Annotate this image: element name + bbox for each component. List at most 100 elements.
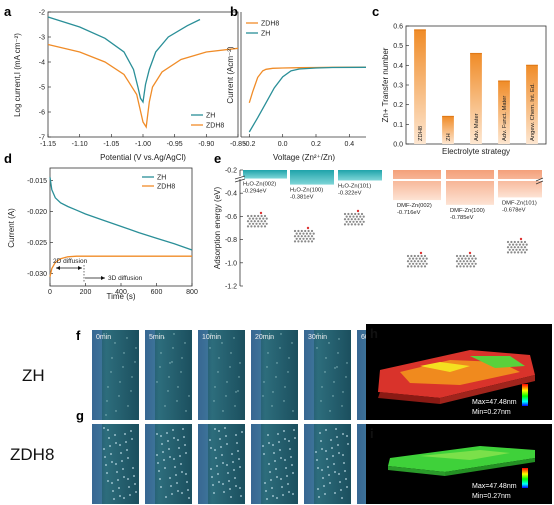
deposit-speck <box>346 435 348 437</box>
deposit-speck <box>274 460 276 462</box>
deposit-speck <box>333 463 335 465</box>
panel-h: h Max=47.48nm Min=0.27nm <box>366 324 552 420</box>
y-tick-label-d: -0.030 <box>27 271 47 278</box>
lattice-atom <box>467 257 470 260</box>
lattice-atom <box>255 217 258 220</box>
deposit-speck <box>216 465 218 467</box>
electrode-edge <box>145 330 155 420</box>
deposit-speck <box>318 496 320 498</box>
lattice-atom <box>304 235 307 238</box>
lattice-atom <box>506 240 510 244</box>
lattice-atom <box>255 222 258 225</box>
deposit-speck <box>233 337 235 339</box>
x-tick-label-a: -1.00 <box>135 141 151 148</box>
deposit-speck <box>343 462 345 464</box>
deposit-speck <box>317 467 319 469</box>
deposit-speck <box>229 366 231 368</box>
deposit-speck <box>210 333 212 335</box>
deposit-speck <box>167 390 169 392</box>
deposit-speck <box>171 361 173 363</box>
deposit-speck <box>287 371 289 373</box>
lattice-atom <box>462 254 465 258</box>
crystal-lattice-1 <box>246 211 268 228</box>
lattice-atom <box>471 262 474 265</box>
lattice-atom <box>253 225 256 228</box>
deposit-speck <box>106 472 108 474</box>
lattice-atom <box>472 254 476 258</box>
deposit-speck <box>285 467 287 469</box>
deposit-speck <box>119 495 121 497</box>
bar-e <box>290 170 334 185</box>
lattice-atom <box>513 251 516 254</box>
deposit-speck <box>232 461 234 463</box>
adsorbate-atom <box>519 237 523 241</box>
y-tick-label-e: -1.2 <box>225 284 237 291</box>
afm-max-i: Max=47.48nm <box>472 483 517 490</box>
deposit-speck <box>115 410 117 412</box>
crystal-lattice-3 <box>343 209 365 226</box>
y-tick-label-a: -2 <box>39 10 45 17</box>
deposit-speck <box>124 433 126 435</box>
x-tick-label-b: -0.2 <box>243 141 255 148</box>
lattice-atom <box>357 212 360 216</box>
lattice-atom <box>511 243 515 246</box>
deposit-speck <box>106 400 108 402</box>
deposit-speck <box>178 447 180 449</box>
crystal-lattice-6 <box>506 237 528 254</box>
lattice-atom <box>466 260 469 263</box>
lattice-atom <box>423 260 427 263</box>
lattice-atom <box>425 262 428 265</box>
deposit-speck <box>263 381 265 383</box>
lattice-atom <box>461 262 464 265</box>
lattice-atom <box>349 215 352 218</box>
deposit-speck <box>342 391 344 393</box>
y-tick-label-d: -0.015 <box>27 178 47 185</box>
lattice-atom <box>300 240 303 243</box>
y-tick-label-c: 0.0 <box>393 142 403 149</box>
afm-surface-zh <box>378 350 535 404</box>
electrode-edge <box>92 424 102 504</box>
deposit-speck <box>316 459 318 461</box>
deposit-speck <box>294 437 296 439</box>
lattice-atom <box>513 240 516 244</box>
y-axis-label-e: Adsorption energy (eV) <box>213 187 222 270</box>
lattice-atom <box>265 217 268 220</box>
adsorbate-atom <box>468 251 472 255</box>
deposit-speck <box>173 458 175 460</box>
lattice-atom <box>518 243 522 246</box>
annotation-2d-diffusion: 2D diffusion <box>53 258 88 265</box>
deposit-speck <box>118 395 120 397</box>
lattice-atom <box>422 257 425 260</box>
lattice-atom <box>250 214 253 218</box>
deposit-speck <box>337 352 339 354</box>
x-ticks-b: -0.2 0.0 0.2 0.4 <box>243 134 354 148</box>
x-tick-label-a: -1.05 <box>103 141 119 148</box>
panel-letter-e: e <box>214 151 221 166</box>
deposit-speck <box>164 405 166 407</box>
deposit-speck <box>325 450 327 452</box>
lattice-atom <box>471 257 474 260</box>
lattice-atom <box>469 265 472 268</box>
lattice-atom <box>299 237 302 240</box>
deposit-speck <box>176 400 178 402</box>
lattice-atom <box>510 246 513 249</box>
deposit-speck <box>175 474 177 476</box>
time-label: 30min <box>308 334 327 341</box>
bar-e <box>338 170 382 181</box>
deposit-speck <box>213 400 215 402</box>
lattice-atom <box>352 220 355 223</box>
y-tick-label-c: 0.3 <box>393 83 403 90</box>
lattice-atom <box>406 254 410 258</box>
bar-value-e: -0.785eV <box>450 215 474 221</box>
lattice-atom <box>352 215 355 218</box>
deposit-speck <box>108 437 110 439</box>
deposit-speck <box>230 496 232 498</box>
deposit-speck <box>166 432 168 434</box>
legend-label-d: ZH <box>157 175 166 182</box>
deposit-speck <box>340 489 342 491</box>
deposit-speck <box>222 483 224 485</box>
deposit-speck <box>292 410 294 412</box>
deposit-speck <box>267 434 269 436</box>
deposit-speck <box>291 464 293 466</box>
deposit-speck <box>237 390 239 392</box>
